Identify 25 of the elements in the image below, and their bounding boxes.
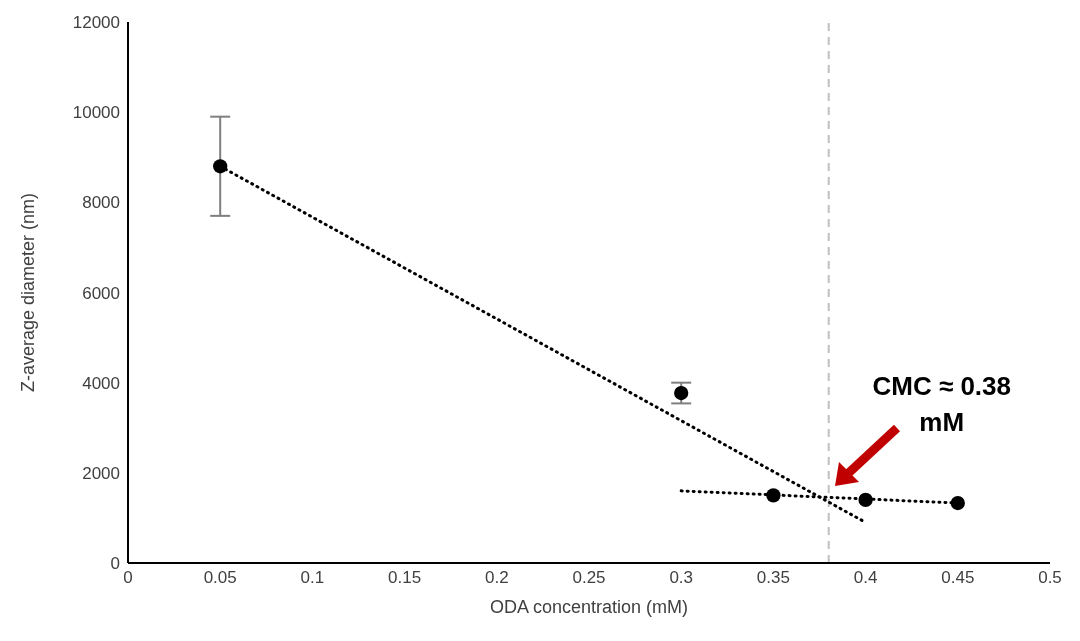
- y-tick-label: 0: [110, 554, 120, 574]
- x-tick-label: 0.1: [300, 568, 325, 588]
- x-tick-label: 0.05: [203, 568, 237, 588]
- point: [858, 492, 873, 508]
- x-tick-label: 0.15: [388, 568, 422, 588]
- x-tick-label: 0.45: [941, 568, 975, 588]
- x-tick-label: 0.2: [484, 568, 509, 588]
- point: [950, 495, 965, 511]
- x-tick-label: 0: [123, 568, 133, 588]
- x-tick-label: 0.5: [1038, 568, 1062, 588]
- y-axis-title: Z-average diameter (nm): [18, 192, 39, 393]
- y-tick-label: 2000: [82, 463, 120, 483]
- x-tick-label: 0.35: [756, 568, 790, 588]
- y-tick-label: 10000: [72, 103, 120, 123]
- annotation: CMC ≈ 0.38 mM: [871, 369, 1012, 439]
- y-tick-label: 6000: [82, 283, 120, 303]
- x-axis-title: ODA concentration (mM): [489, 597, 689, 617]
- y-tick-label: 12000: [72, 13, 120, 33]
- y-tick-label: 8000: [82, 193, 120, 213]
- point: [213, 159, 228, 174]
- y-tick-label: 4000: [82, 373, 120, 393]
- x-tick-label: 0.4: [853, 568, 878, 588]
- point: [766, 488, 781, 503]
- x-tick-label: 0.25: [572, 568, 606, 588]
- x-tick-label: 0.3: [669, 568, 694, 588]
